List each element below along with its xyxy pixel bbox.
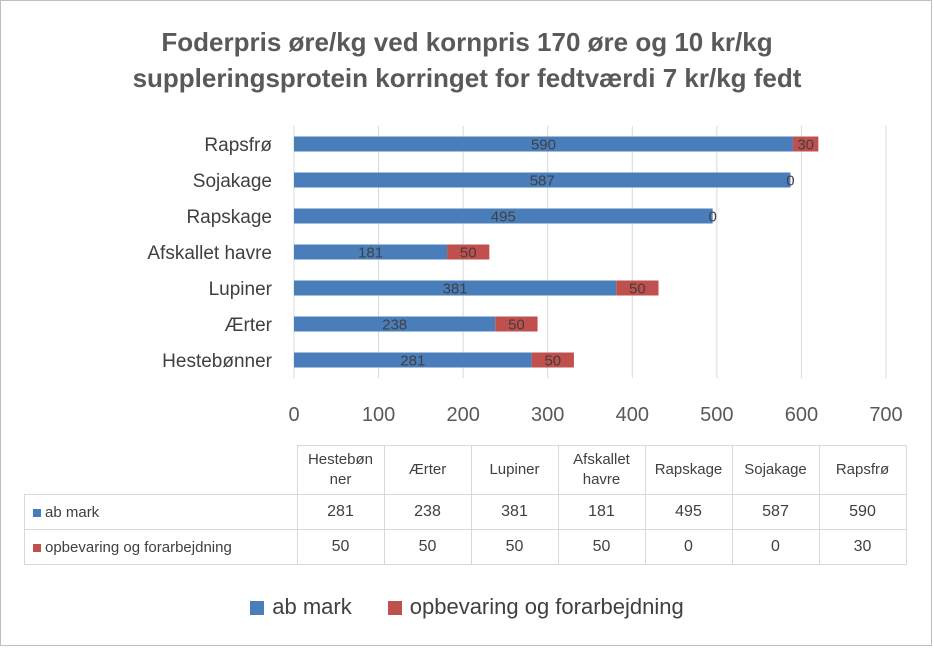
x-tick-label: 200 — [446, 404, 479, 426]
data-label: 590 — [531, 137, 556, 154]
data-label: 50 — [508, 317, 525, 334]
table-row-label: ab mark — [45, 503, 100, 521]
table-cell: 50 — [557, 529, 646, 565]
category-label: Lupiner — [209, 279, 273, 300]
category-label: Hestebønner — [162, 351, 273, 372]
data-label: 281 — [400, 353, 425, 370]
table-cell: 281 — [296, 494, 385, 530]
category-label: Rapsfrø — [204, 135, 272, 156]
bar-ab-mark — [294, 316, 496, 332]
x-tick-label: 600 — [785, 404, 818, 426]
table-cell: 181 — [557, 494, 646, 530]
x-tick-label: 100 — [362, 404, 395, 426]
table-row: opbevaring og forarbejdning 50 50 50 50 0 0 30 — [24, 529, 907, 565]
category-label: Sojakage — [193, 171, 272, 192]
data-label: 30 — [797, 137, 814, 154]
table-cell: 590 — [818, 494, 907, 530]
table-cell: 381 — [470, 494, 559, 530]
table-column-header: Rapskage — [644, 445, 733, 495]
legend-label: opbevaring og forarbejdning — [409, 594, 684, 619]
table-column-header: Hestebøn ner — [296, 445, 385, 495]
data-label: 50 — [629, 281, 646, 298]
legend-label: ab mark — [272, 594, 352, 619]
legend-item: ab mark — [250, 594, 352, 620]
legend-swatch — [387, 601, 402, 615]
table-column-header: Sojakage — [731, 445, 820, 495]
bar-opbevaring — [616, 280, 659, 296]
table-row-header: ab mark — [24, 494, 298, 530]
table-row-label: opbevaring og forarbejdning — [45, 538, 232, 556]
chart-title: Foderpris øre/kg ved kornpris 170 øre og… — [132, 27, 802, 93]
table-cell: 238 — [383, 494, 472, 530]
table-cell: 30 — [818, 529, 907, 565]
data-table: Hestebøn ner Ærter Lupiner Afskallet havre R… — [24, 445, 907, 565]
category-label: Afskallet havre — [147, 243, 272, 264]
bar-opbevaring — [447, 244, 490, 260]
data-label: 587 — [530, 173, 555, 190]
data-label: 381 — [443, 281, 468, 298]
data-label: 495 — [491, 209, 516, 226]
x-tick-label: 300 — [531, 404, 564, 426]
bar-ab-mark — [294, 352, 532, 368]
table-cell: 587 — [731, 494, 820, 530]
data-label: 238 — [382, 317, 407, 334]
table-cell: 0 — [644, 529, 733, 565]
category-label: Rapskage — [186, 207, 272, 228]
legend-key-swatch — [33, 543, 41, 552]
bar-ab-mark — [294, 172, 791, 188]
bar-opbevaring — [792, 136, 819, 152]
x-tick-label: 0 — [288, 404, 299, 426]
legend: ab mark opbevaring og forarbejdning — [0, 594, 934, 620]
x-tick-label: 500 — [700, 404, 733, 426]
bar-ab-mark — [294, 280, 617, 296]
data-label: 181 — [358, 245, 383, 262]
table-cell: 50 — [470, 529, 559, 565]
table-row: ab mark 281 238 381 181 495 587 590 — [24, 494, 907, 530]
x-tick-label: 400 — [616, 404, 649, 426]
data-label: 0 — [786, 173, 794, 190]
table-column-header: Rapsfrø — [818, 445, 907, 495]
bar-ab-mark — [294, 244, 448, 260]
data-label: 50 — [544, 353, 561, 370]
bar-opbevaring — [531, 352, 574, 368]
table-cell: 50 — [296, 529, 385, 565]
category-label: Ærter — [225, 315, 273, 336]
bar-opbevaring — [495, 316, 538, 332]
legend-item: opbevaring og forarbejdning — [387, 594, 684, 620]
table-cell: 0 — [731, 529, 820, 565]
table-cell: 495 — [644, 494, 733, 530]
data-label: 0 — [708, 209, 716, 226]
bar-ab-mark — [294, 208, 713, 224]
table-row-header: opbevaring og forarbejdning — [24, 529, 298, 565]
legend-swatch — [250, 601, 265, 615]
table-column-header: Lupiner — [470, 445, 559, 495]
legend-key-swatch — [33, 508, 41, 517]
x-tick-label: 700 — [869, 404, 902, 426]
table-column-header: Afskallet havre — [557, 445, 646, 495]
data-label: 50 — [460, 245, 477, 262]
table-cell: 50 — [383, 529, 472, 565]
table-column-header: Ærter — [383, 445, 472, 495]
bar-ab-mark — [294, 136, 793, 152]
table-header-row: Hestebøn ner Ærter Lupiner Afskallet havre R… — [24, 445, 907, 495]
table-corner — [24, 445, 298, 495]
